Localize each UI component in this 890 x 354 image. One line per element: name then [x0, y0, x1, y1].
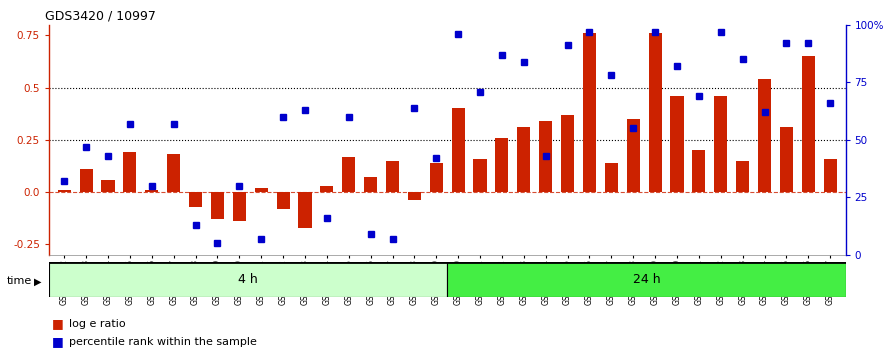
Bar: [692, 150, 706, 192]
Bar: [736, 161, 749, 192]
Bar: [277, 192, 289, 209]
Bar: [451, 108, 465, 192]
Bar: [167, 154, 181, 192]
Text: 24 h: 24 h: [633, 273, 660, 286]
Bar: [758, 79, 771, 192]
Bar: [298, 192, 312, 228]
Bar: [823, 159, 837, 192]
Bar: [189, 192, 202, 207]
Text: log e ratio: log e ratio: [69, 319, 126, 329]
Text: GDS3420 / 10997: GDS3420 / 10997: [45, 9, 156, 22]
Text: percentile rank within the sample: percentile rank within the sample: [69, 337, 257, 347]
Bar: [124, 152, 136, 192]
Bar: [670, 96, 684, 192]
Text: ▶: ▶: [34, 276, 41, 286]
Text: ■: ■: [52, 335, 63, 348]
Bar: [255, 188, 268, 192]
Bar: [627, 119, 640, 192]
Bar: [473, 159, 487, 192]
Text: ■: ■: [52, 318, 63, 330]
Bar: [211, 192, 224, 219]
Bar: [517, 127, 530, 192]
Bar: [780, 127, 793, 192]
Bar: [408, 192, 421, 200]
Bar: [583, 33, 596, 192]
Text: time: time: [7, 276, 32, 286]
Bar: [101, 179, 115, 192]
Bar: [539, 121, 553, 192]
Bar: [605, 163, 618, 192]
Text: 4 h: 4 h: [239, 273, 258, 286]
Bar: [145, 190, 158, 192]
Bar: [561, 115, 574, 192]
Bar: [79, 169, 93, 192]
Bar: [320, 186, 334, 192]
Bar: [496, 138, 508, 192]
Bar: [714, 96, 727, 192]
Bar: [802, 56, 815, 192]
Bar: [49, 262, 447, 297]
Bar: [233, 192, 246, 221]
Bar: [386, 161, 399, 192]
Bar: [430, 163, 443, 192]
Bar: [58, 190, 71, 192]
Bar: [649, 33, 661, 192]
Bar: [448, 262, 846, 297]
Bar: [364, 177, 377, 192]
Bar: [342, 156, 355, 192]
